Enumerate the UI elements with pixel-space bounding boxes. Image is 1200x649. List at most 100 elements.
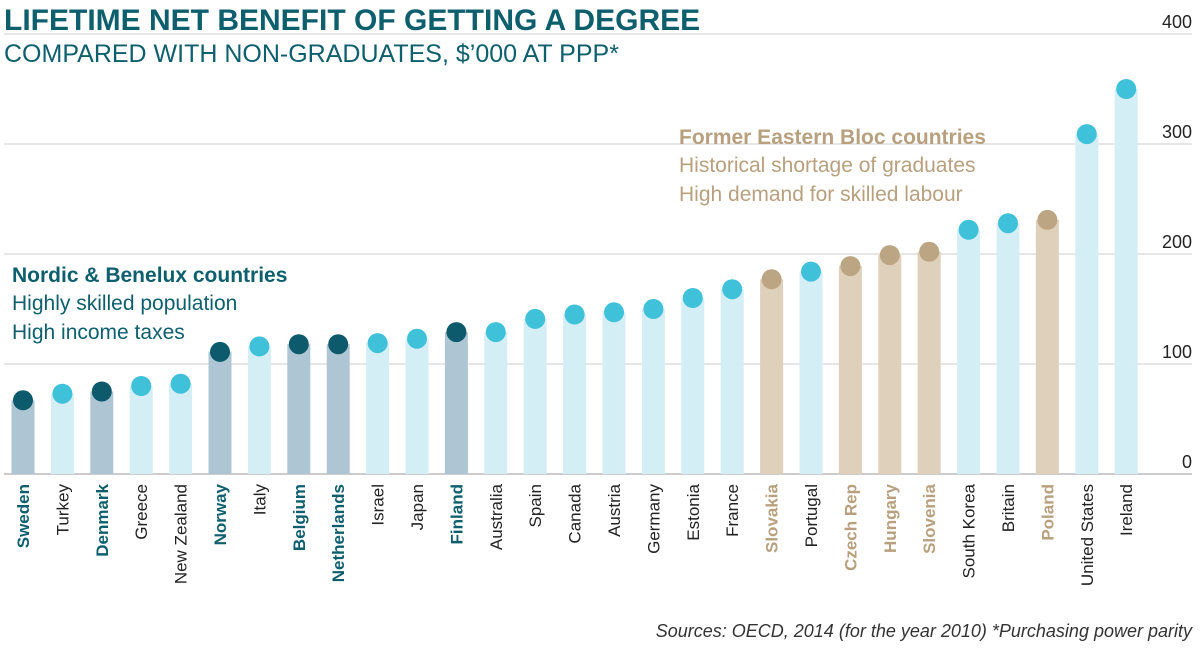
category-label: Italy <box>250 484 269 516</box>
bar-united-states <box>1075 134 1099 474</box>
bar-netherlands <box>326 344 350 474</box>
gridlines <box>4 33 1192 475</box>
category-label: Japan <box>408 484 427 530</box>
source-note: Sources: OECD, 2014 (for the year 2010) … <box>656 621 1193 641</box>
dot-united-states <box>1076 124 1097 145</box>
annotation-eastern-heading: Former Eastern Bloc countries <box>679 126 986 149</box>
dot-estonia <box>682 288 703 308</box>
category-label: Sweden <box>14 484 33 548</box>
dot-france <box>722 279 743 300</box>
bar-slovakia <box>760 279 784 474</box>
bar-czech-rep <box>838 266 862 474</box>
chart-title: LIFETIME NET BENEFIT OF GETTING A DEGREE <box>4 4 700 37</box>
category-label: France <box>723 484 742 537</box>
bar-germany <box>641 309 665 474</box>
dot-spain <box>525 308 546 329</box>
dot-turkey <box>52 383 73 404</box>
bar-britain <box>996 223 1020 474</box>
y-tick-label: 100 <box>1162 342 1192 362</box>
annotation-nordic-line1: Highly skilled population <box>12 292 237 315</box>
y-tick-label: 0 <box>1182 452 1192 472</box>
category-label: Portugal <box>802 484 821 547</box>
category-label: Poland <box>1038 484 1057 541</box>
bar-poland <box>1035 219 1059 474</box>
bar-australia <box>484 332 508 474</box>
dot-britain <box>998 213 1018 234</box>
category-label: Finland <box>447 484 466 544</box>
category-label: Spain <box>526 484 545 527</box>
annotation-eastern: Former Eastern Bloc countries Historical… <box>679 126 986 206</box>
category-label: Netherlands <box>329 484 348 582</box>
category-label: New Zealand <box>172 484 191 584</box>
category-label: Slovenia <box>920 483 939 553</box>
annotation-eastern-line2: High demand for skilled labour <box>679 183 963 206</box>
dot-portugal <box>801 261 821 282</box>
bar-turkey <box>50 393 74 474</box>
category-label: Israel <box>369 484 388 526</box>
bar-france <box>720 289 744 474</box>
category-label: Germany <box>644 484 663 554</box>
annotation-nordic: Nordic & Benelux countries Highly skille… <box>12 264 287 344</box>
category-label: Turkey <box>53 484 72 536</box>
bar-ireland <box>1114 89 1138 474</box>
bars <box>11 89 1138 474</box>
bar-slovenia <box>917 251 941 474</box>
annotation-eastern-line1: Historical shortage of graduates <box>679 154 976 177</box>
bar-belgium <box>287 344 311 474</box>
dot-netherlands <box>328 334 349 355</box>
category-label: Slovakia <box>763 483 782 553</box>
bar-israel <box>366 343 390 474</box>
dot-poland <box>1037 209 1058 230</box>
y-tick-label: 400 <box>1162 12 1192 32</box>
category-label: United States <box>1078 484 1097 586</box>
dot-greece <box>131 376 152 396</box>
dot-sweden <box>13 390 33 411</box>
dot-slovenia <box>919 241 940 262</box>
bar-hungary <box>878 255 902 474</box>
dot-belgium <box>288 334 309 355</box>
dot-italy <box>249 336 270 357</box>
bar-norway <box>208 351 232 474</box>
category-label: Greece <box>132 484 151 540</box>
y-axis-ticks: 0 100 200 300 400 <box>1162 12 1192 472</box>
category-label: Britain <box>999 484 1018 532</box>
category-label: Canada <box>566 483 585 543</box>
bar-finland <box>444 332 468 474</box>
dot-canada <box>564 304 585 325</box>
dot-germany <box>643 299 664 319</box>
category-label: South Korea <box>960 483 979 578</box>
dot-new-zealand <box>170 373 191 394</box>
dot-south-korea <box>958 219 979 240</box>
category-label: Australia <box>487 483 506 550</box>
dot-finland <box>446 322 467 343</box>
chart-subtitle: COMPARED WITH NON-GRADUATES, $’000 AT PP… <box>4 40 619 68</box>
bar-new-zealand <box>169 383 193 474</box>
bar-austria <box>602 312 626 474</box>
bar-south-korea <box>957 229 981 474</box>
dot-slovakia <box>761 269 782 290</box>
y-tick-label: 300 <box>1162 122 1192 142</box>
annotation-nordic-heading: Nordic & Benelux countries <box>12 264 287 287</box>
bar-spain <box>523 318 547 474</box>
category-label: Denmark <box>93 483 112 556</box>
dot-israel <box>367 333 388 354</box>
category-label: Ireland <box>1117 484 1136 536</box>
y-tick-label: 200 <box>1162 232 1192 252</box>
category-label: Austria <box>605 483 624 536</box>
dot-hungary <box>879 245 900 266</box>
dot-australia <box>485 322 506 343</box>
bar-end-dots <box>13 79 1137 411</box>
bar-greece <box>129 386 153 474</box>
dot-austria <box>604 302 624 323</box>
annotation-nordic-line2: High income taxes <box>12 321 185 344</box>
category-labels: Sweden Turkey Denmark Greece New Zealand Norw… <box>14 483 1136 586</box>
bar-italy <box>247 346 271 474</box>
bar-sweden <box>11 400 35 474</box>
category-label: Estonia <box>684 483 703 540</box>
dot-japan <box>407 328 427 349</box>
dot-denmark <box>91 381 112 402</box>
dot-norway <box>210 341 230 362</box>
bar-japan <box>405 338 429 474</box>
bar-canada <box>563 314 587 474</box>
